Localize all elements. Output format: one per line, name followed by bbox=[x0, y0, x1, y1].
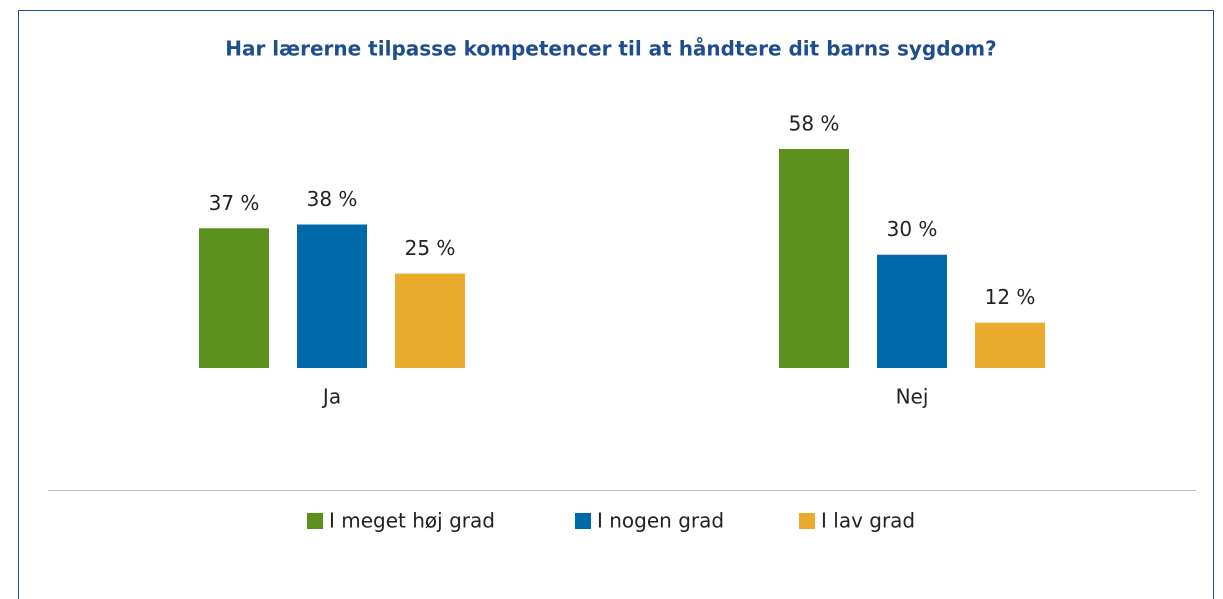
bar bbox=[297, 224, 367, 368]
legend-label: I nogen grad bbox=[597, 509, 724, 533]
data-label: 12 % bbox=[985, 285, 1036, 309]
data-label: 58 % bbox=[789, 111, 840, 135]
bar bbox=[395, 273, 465, 368]
bar bbox=[779, 148, 849, 368]
legend-label: I meget høj grad bbox=[329, 509, 495, 533]
bar bbox=[877, 254, 947, 368]
data-label: 37 % bbox=[209, 191, 260, 215]
frame bbox=[18, 10, 1214, 599]
legend-label: I lav grad bbox=[821, 509, 915, 533]
legend-swatch bbox=[799, 513, 815, 529]
bar bbox=[199, 228, 269, 368]
data-label: 38 % bbox=[307, 187, 358, 211]
x-tick-label: Ja bbox=[321, 385, 341, 409]
data-label: 30 % bbox=[887, 217, 938, 241]
x-tick-label: Nej bbox=[896, 385, 929, 409]
chart-title: Har lærerne tilpasse kompetencer til at … bbox=[225, 37, 996, 61]
bar bbox=[975, 322, 1045, 368]
legend-swatch bbox=[575, 513, 591, 529]
data-label: 25 % bbox=[405, 236, 456, 260]
legend-swatch bbox=[307, 513, 323, 529]
